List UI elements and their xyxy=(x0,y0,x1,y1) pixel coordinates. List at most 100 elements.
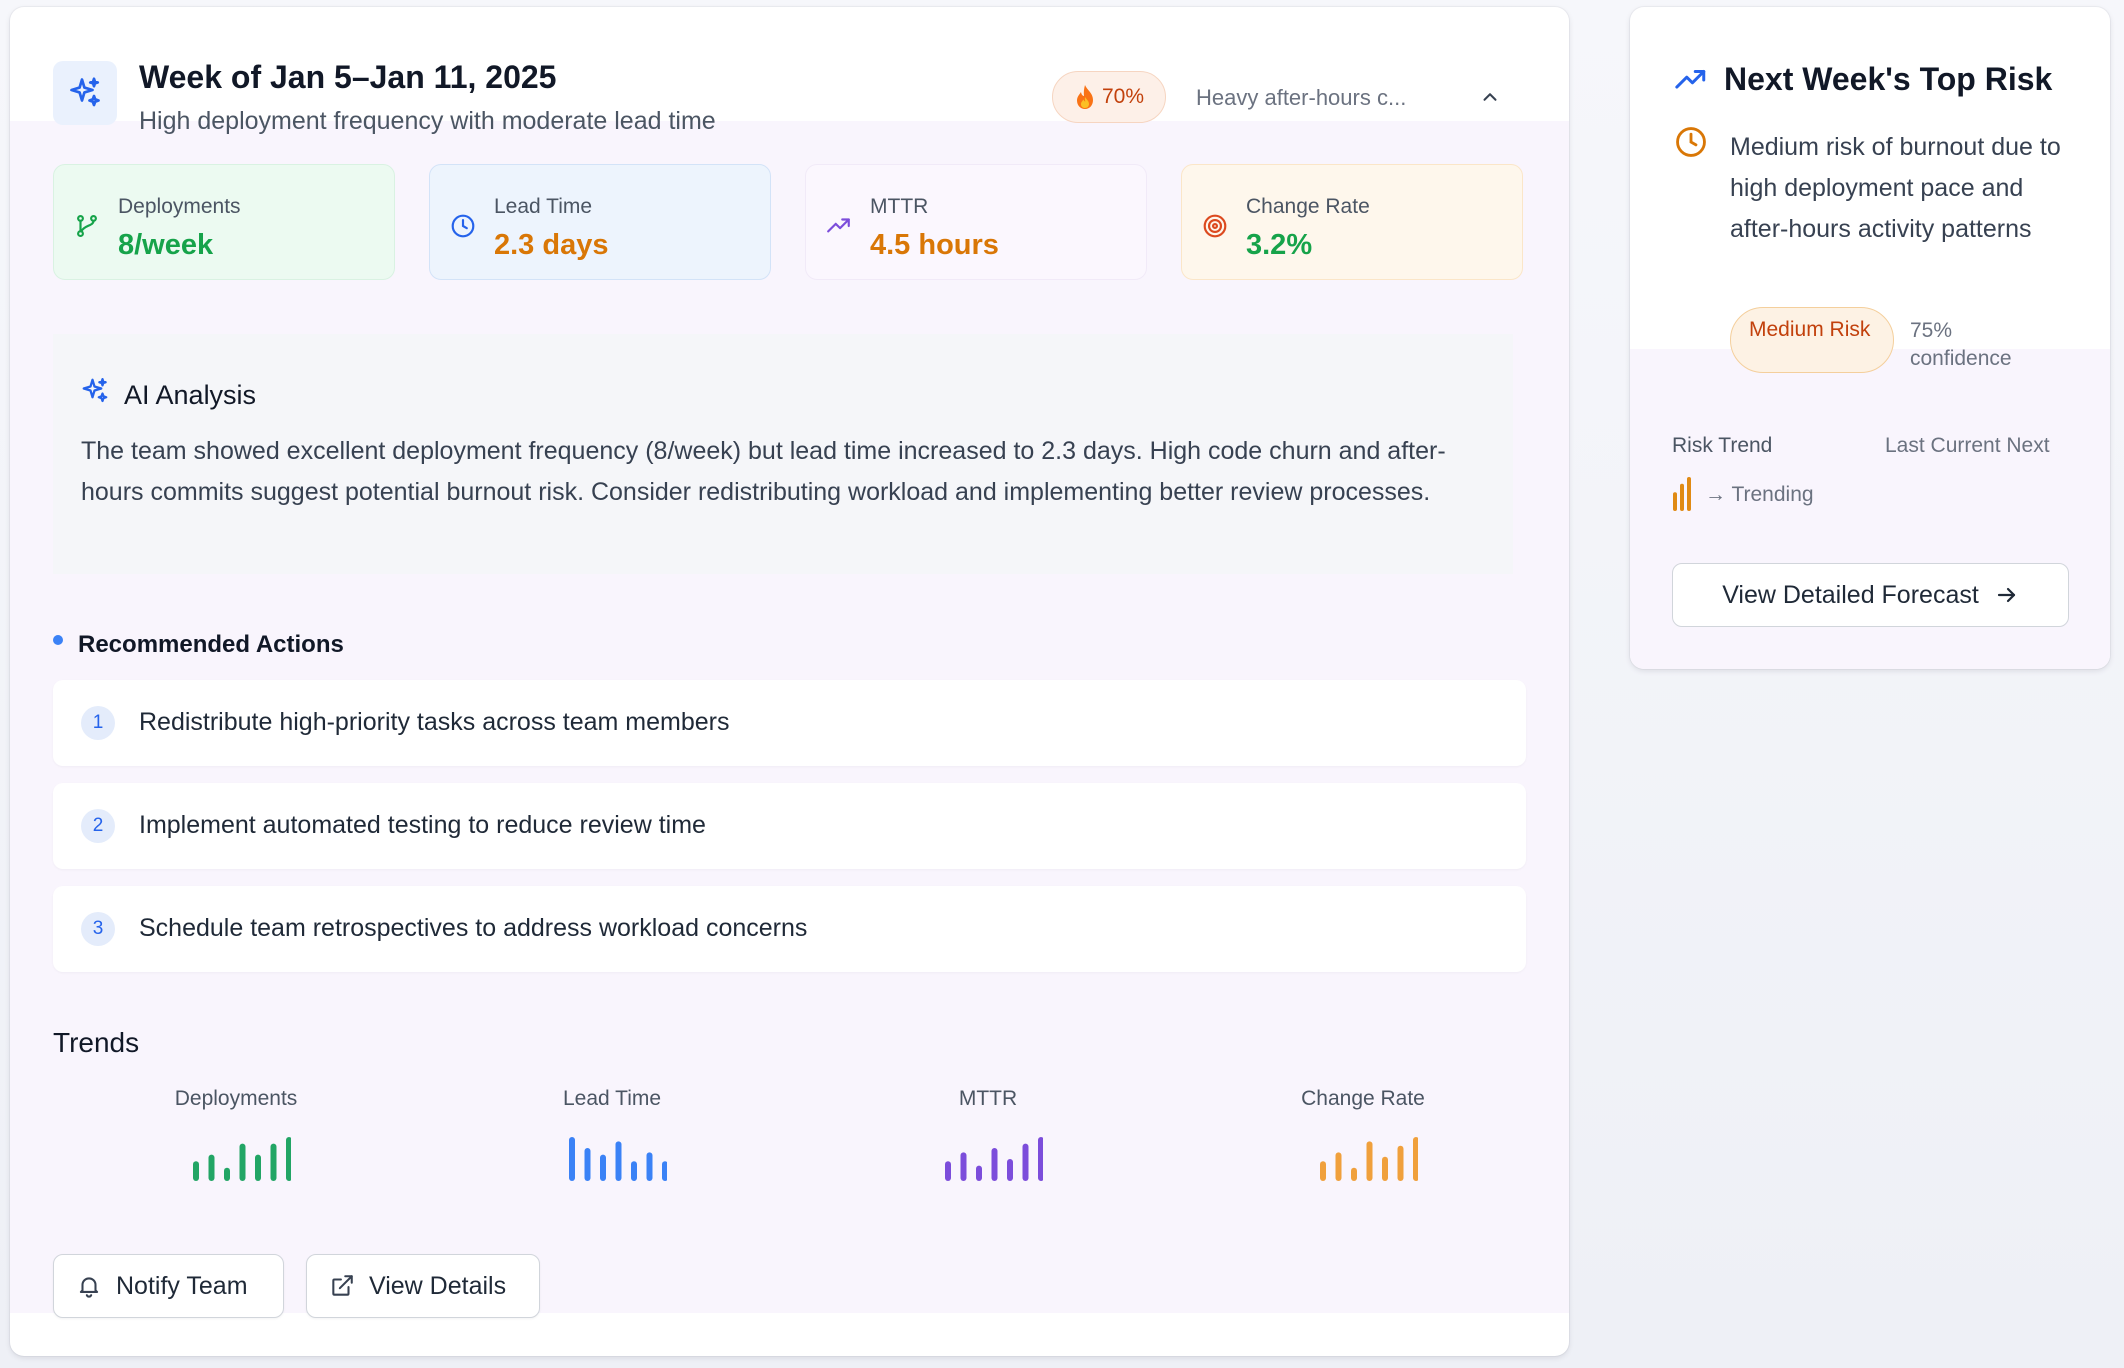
metric-label: Change Rate xyxy=(1246,195,1370,218)
metric-card-deployments: Deployments 8/week xyxy=(53,164,395,280)
trend-label: MTTR xyxy=(958,1087,1018,1110)
trend-bar xyxy=(286,1137,291,1181)
trend-bar xyxy=(255,1154,261,1181)
arrow-right-icon xyxy=(1995,583,2019,607)
trend-bar xyxy=(976,1165,982,1181)
trend-sparkbars xyxy=(569,1137,667,1181)
trend-bar xyxy=(1397,1145,1404,1181)
trend-bar xyxy=(631,1161,637,1181)
metric-label: MTTR xyxy=(870,195,929,218)
week-subtitle: High deployment frequency with moderate … xyxy=(139,107,716,135)
trend-sparkbars xyxy=(945,1137,1043,1181)
trend-bar xyxy=(1351,1167,1357,1181)
risk-level-badge: Medium Risk xyxy=(1730,307,1894,373)
clock-icon xyxy=(450,213,476,239)
trend-bar xyxy=(960,1152,967,1181)
action-text: Implement automated testing to reduce re… xyxy=(139,811,706,839)
forecast-button-label: View Detailed Forecast xyxy=(1722,580,1979,609)
trend-bar xyxy=(945,1161,951,1181)
trend-bar xyxy=(600,1154,606,1181)
action-number: 2 xyxy=(81,809,115,843)
trend-label: Change Rate xyxy=(1301,1087,1425,1110)
trend-bar xyxy=(1366,1141,1373,1181)
action-number: 3 xyxy=(81,912,115,946)
target-icon xyxy=(1202,213,1228,239)
clock-icon xyxy=(1674,125,1708,159)
notify-team-button[interactable]: Notify Team xyxy=(53,1254,284,1318)
recommended-actions-title: Recommended Actions xyxy=(78,631,344,658)
trend-bar xyxy=(569,1137,575,1181)
trend-bar xyxy=(1007,1159,1013,1181)
trend-bar xyxy=(1022,1143,1029,1181)
side-panel-title: Next Week's Top Risk xyxy=(1724,61,2053,97)
sparkles-icon xyxy=(53,61,117,125)
trend-bar xyxy=(1038,1137,1043,1181)
trend-bar xyxy=(270,1143,277,1181)
trend-bar xyxy=(1335,1152,1342,1181)
metric-card-lead-time: Lead Time 2.3 days xyxy=(429,164,771,280)
trend-sparkbars xyxy=(1320,1137,1418,1181)
trend-deployments: Deployments xyxy=(111,1087,361,1197)
view-detailed-forecast-button[interactable]: View Detailed Forecast xyxy=(1672,563,2069,627)
action-text: Redistribute high-priority tasks across … xyxy=(139,708,730,736)
alert-summary: Heavy after-hours c... xyxy=(1196,85,1407,110)
bullet-dot xyxy=(53,635,63,645)
risk-trend-bar xyxy=(1680,483,1684,511)
next-week-risk-panel: Next Week's Top Risk Medium risk of burn… xyxy=(1630,7,2110,669)
risk-score-badge: 70% xyxy=(1052,71,1166,123)
metric-label: Deployments xyxy=(118,195,241,218)
risk-trend-periods: Last Current Next xyxy=(1885,434,2050,457)
week-title: Week of Jan 5–Jan 11, 2025 xyxy=(139,59,557,95)
action-item[interactable]: 3 Schedule team retrospectives to addres… xyxy=(53,886,1526,972)
metric-label: Lead Time xyxy=(494,195,593,218)
metric-value: 2.3 days xyxy=(494,229,609,261)
trend-bar xyxy=(1413,1137,1418,1181)
ai-analysis-panel xyxy=(53,334,1513,574)
action-number: 1 xyxy=(81,706,115,740)
trend-bar xyxy=(615,1141,622,1181)
bell-icon xyxy=(76,1273,102,1299)
trend-bar xyxy=(991,1148,998,1181)
risk-score-value: 70% xyxy=(1101,85,1145,108)
fire-icon xyxy=(1074,84,1096,110)
notify-team-label: Notify Team xyxy=(116,1271,248,1300)
trending-text: → Trending xyxy=(1705,483,1814,506)
action-item[interactable]: 1 Redistribute high-priority tasks acros… xyxy=(53,680,1526,766)
view-details-label: View Details xyxy=(369,1271,507,1300)
trending-up-icon xyxy=(826,213,852,239)
weekly-insight-card: Week of Jan 5–Jan 11, 2025 High deployme… xyxy=(10,7,1569,1356)
risk-trend-label: Risk Trend xyxy=(1672,434,1773,457)
chevron-up-icon[interactable] xyxy=(1476,83,1504,111)
trend-bar xyxy=(208,1154,215,1181)
git-branch-icon xyxy=(74,213,100,239)
metric-card-change-rate: Change Rate 3.2% xyxy=(1181,164,1523,280)
trending-up-icon xyxy=(1674,63,1708,97)
trend-bar xyxy=(1382,1156,1388,1181)
metric-value: 4.5 hours xyxy=(870,229,999,261)
trends-title: Trends xyxy=(53,1027,140,1058)
external-link-icon xyxy=(329,1273,355,1299)
trend-lead-time: Lead Time xyxy=(487,1087,737,1197)
metric-card-mttr: MTTR 4.5 hours xyxy=(805,164,1147,280)
ai-analysis-title: AI Analysis xyxy=(124,380,257,410)
trend-bar xyxy=(239,1143,246,1181)
trend-bar xyxy=(584,1148,591,1181)
risk-trend-bar xyxy=(1687,477,1691,511)
metric-value: 8/week xyxy=(118,229,214,261)
trend-bar xyxy=(646,1152,653,1181)
metric-value: 3.2% xyxy=(1246,229,1313,261)
trend-label: Lead Time xyxy=(562,1087,662,1110)
trend-change-rate: Change Rate xyxy=(1238,1087,1488,1197)
confidence-text: 75% confidence xyxy=(1910,319,2012,370)
view-details-button[interactable]: View Details xyxy=(306,1254,540,1318)
risk-description: Medium risk of burnout due to high deplo… xyxy=(1730,133,2061,243)
trend-bar xyxy=(193,1161,199,1181)
trend-bar xyxy=(224,1167,230,1181)
ai-analysis-text: The team showed excellent deployment fre… xyxy=(81,437,1446,506)
trend-sparkbars xyxy=(193,1137,291,1181)
sparkles-icon xyxy=(80,376,110,406)
trend-mttr: MTTR xyxy=(863,1087,1113,1197)
action-item[interactable]: 2 Implement automated testing to reduce … xyxy=(53,783,1526,869)
risk-trend-bar xyxy=(1673,492,1677,511)
trend-label: Deployments xyxy=(174,1087,298,1110)
